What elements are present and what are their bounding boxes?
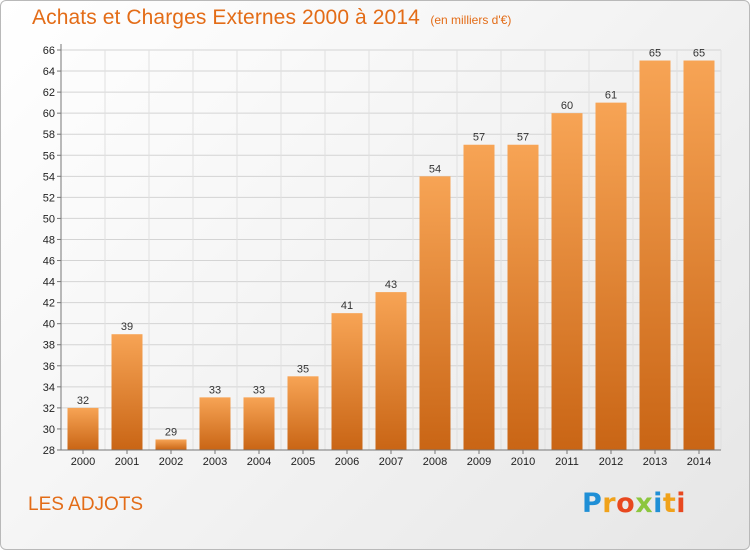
value-label: 33	[253, 384, 265, 396]
x-tick-label: 2006	[335, 456, 359, 468]
place-name: LES ADJOTS	[28, 494, 144, 515]
x-tick-label: 2014	[687, 456, 711, 468]
y-tick-label: 48	[43, 234, 55, 246]
x-tick-label: 2005	[291, 456, 315, 468]
y-tick-label: 62	[43, 87, 55, 99]
bar-2000	[67, 407, 99, 450]
y-tick-label: 32	[43, 403, 55, 415]
value-label: 43	[385, 279, 397, 291]
y-tick-label: 44	[43, 277, 55, 289]
value-label: 39	[121, 321, 133, 333]
value-label: 41	[341, 300, 353, 312]
bar-2008	[419, 176, 451, 450]
y-tick-label: 42	[43, 298, 55, 310]
bar-2001	[111, 334, 143, 450]
value-label: 33	[209, 384, 221, 396]
value-label: 60	[561, 100, 573, 112]
value-label: 32	[77, 395, 89, 407]
title-row: Achats et Charges Externes 2000 à 2014 (…	[32, 6, 511, 30]
value-label: 65	[649, 48, 661, 60]
x-tick-label: 2002	[159, 456, 183, 468]
x-tick-label: 2010	[511, 456, 535, 468]
bar-2012	[595, 102, 627, 450]
x-tick-label: 2003	[203, 456, 227, 468]
x-tick-label: 2009	[467, 456, 491, 468]
x-tick-label: 2007	[379, 456, 403, 468]
y-tick-label: 50	[43, 213, 55, 225]
bar-2003	[199, 397, 231, 450]
y-tick-label: 58	[43, 129, 55, 141]
bar-layer	[67, 60, 715, 451]
value-label: 57	[517, 132, 529, 144]
value-label: 35	[297, 363, 309, 375]
value-label: 61	[605, 90, 617, 102]
y-tick-label: 66	[43, 45, 55, 57]
bar-2011	[551, 113, 583, 450]
x-tick-label: 2001	[115, 456, 139, 468]
y-tick-label: 38	[43, 340, 55, 352]
bar-2009	[463, 144, 495, 450]
bar-2007	[375, 292, 407, 450]
chart-title: Achats et Charges Externes 2000 à 2014	[32, 6, 420, 29]
bar-2006	[331, 313, 363, 450]
y-tick-label: 52	[43, 192, 55, 204]
y-tick-label: 28	[43, 445, 55, 457]
y-tick-label: 30	[43, 424, 55, 436]
value-label: 57	[473, 132, 485, 144]
proxiti-logo[interactable]: Proxiti	[582, 488, 687, 519]
value-label: 65	[693, 48, 705, 60]
value-label: 54	[429, 163, 441, 175]
x-tick-label: 2012	[599, 456, 623, 468]
y-tick-label: 40	[43, 319, 55, 331]
y-tick-label: 64	[43, 66, 55, 78]
y-tick-label: 34	[43, 382, 55, 394]
bar-2010	[507, 144, 539, 450]
axis-layer: 28 30 32 34 36 38 40 42 44 46 48 50 52 54 56 58 60 62 64 66…	[43, 44, 721, 468]
bar-2014	[683, 60, 715, 451]
y-tick-label: 60	[43, 108, 55, 120]
x-tick-label: 2008	[423, 456, 447, 468]
y-tick-label: 56	[43, 150, 55, 162]
x-tick-label: 2013	[643, 456, 667, 468]
value-label: 29	[165, 426, 177, 438]
y-tick-label: 36	[43, 361, 55, 373]
chart-subtitle: (en milliers d'€)	[430, 13, 512, 27]
bar-2005	[287, 376, 319, 450]
y-tick-label: 46	[43, 256, 55, 268]
x-tick-label: 2000	[71, 456, 95, 468]
bar-2004	[243, 397, 275, 450]
bar-2002	[155, 439, 187, 450]
x-tick-label: 2004	[247, 456, 271, 468]
y-tick-label: 54	[43, 171, 55, 183]
bar-2013	[639, 60, 671, 451]
x-tick-label: 2011	[555, 456, 579, 468]
